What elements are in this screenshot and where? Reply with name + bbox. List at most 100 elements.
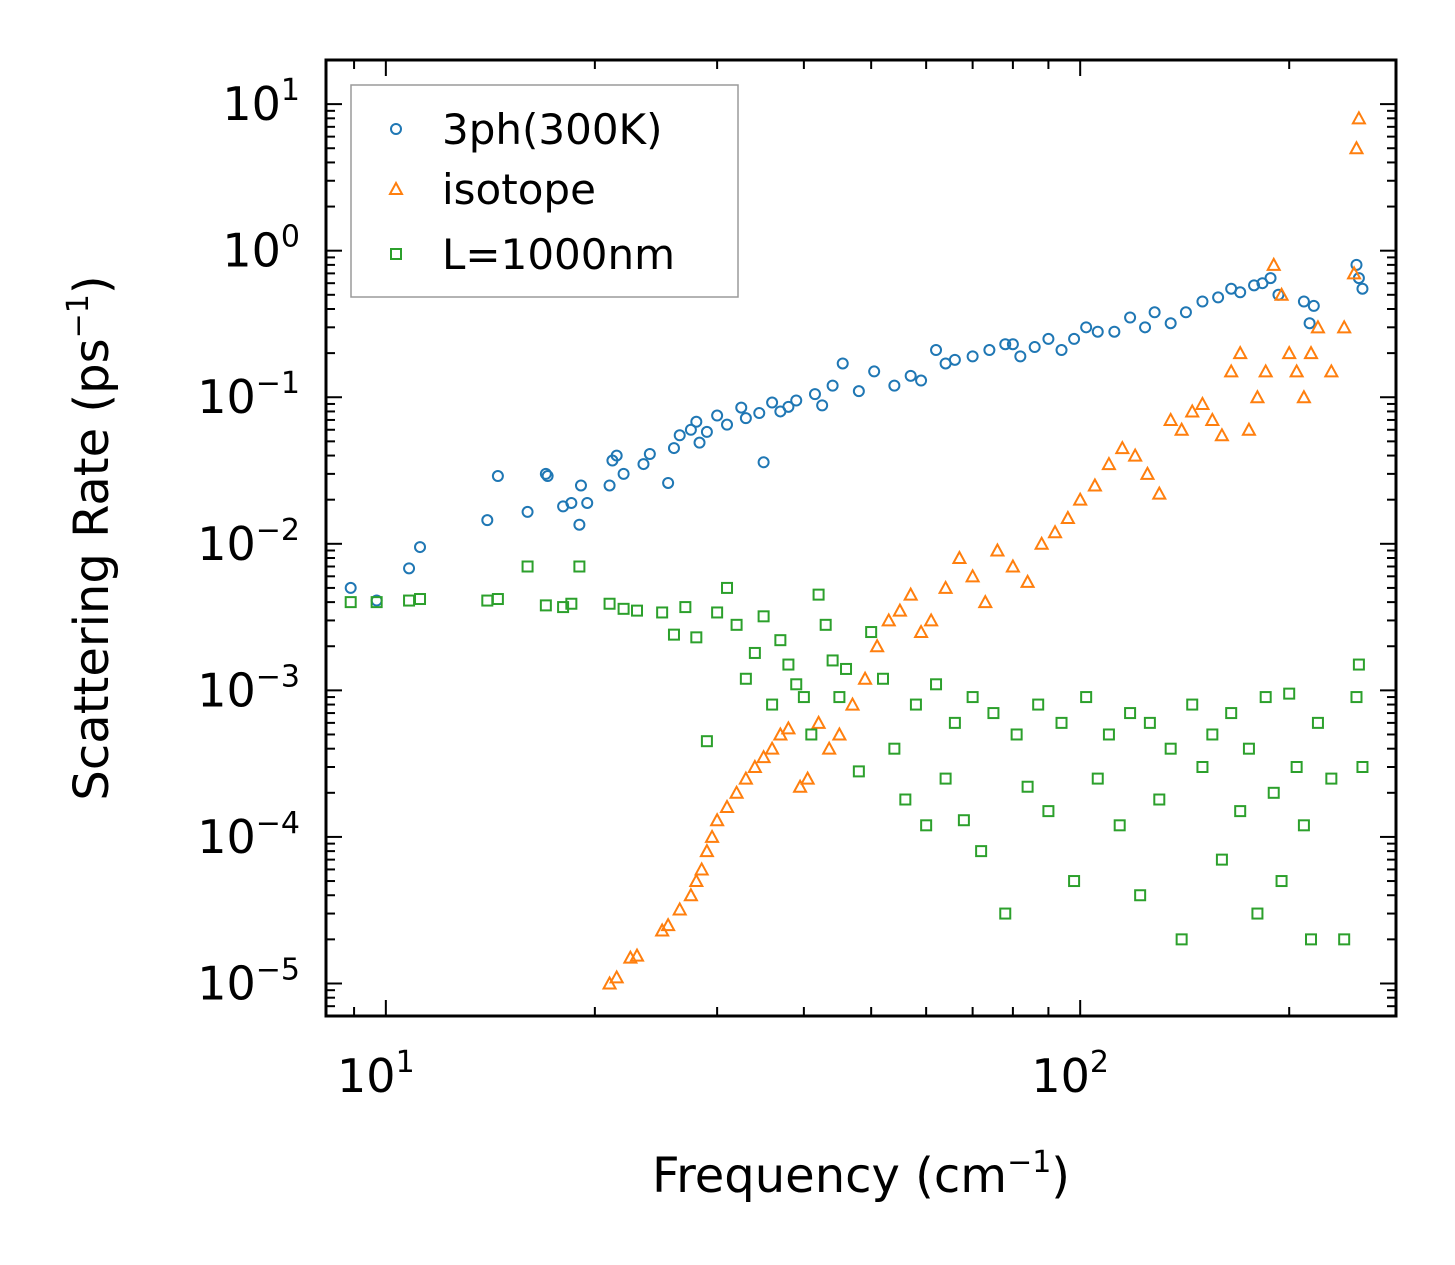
data-point <box>688 872 705 888</box>
data-point <box>1108 325 1121 338</box>
data-point <box>966 350 979 363</box>
data-point <box>1055 716 1068 729</box>
data-point <box>1175 933 1188 946</box>
data-point <box>1184 403 1200 418</box>
data-point <box>865 626 878 639</box>
data-point <box>481 514 494 527</box>
data-point <box>1151 485 1167 500</box>
legend-label-isotope: isotope <box>442 165 596 214</box>
data-point <box>1091 772 1104 785</box>
data-point <box>1060 509 1076 524</box>
data-point <box>610 449 623 462</box>
data-point <box>1042 805 1055 818</box>
data-point <box>1087 477 1103 492</box>
data-point <box>581 496 594 509</box>
data-point <box>1307 299 1320 312</box>
data-point <box>1223 363 1239 378</box>
data-point <box>1196 760 1209 773</box>
data-point <box>370 596 383 609</box>
data-point <box>819 618 832 631</box>
series-1 <box>601 110 1367 990</box>
data-point <box>812 588 825 601</box>
legend-entry-l1000nm: L=1000nm <box>390 230 675 279</box>
data-point <box>757 610 770 623</box>
data-point <box>1143 716 1156 729</box>
data-point <box>631 604 644 617</box>
data-point <box>1310 319 1326 334</box>
data-point <box>766 396 779 409</box>
data-point <box>987 707 1000 720</box>
data-point <box>667 628 680 641</box>
data-point <box>1232 345 1248 360</box>
data-point <box>888 742 901 755</box>
data-point <box>909 698 922 711</box>
data-point <box>690 415 703 428</box>
data-point <box>844 696 861 711</box>
data-point <box>637 458 650 471</box>
data-point <box>1127 447 1143 462</box>
data-point <box>728 784 745 799</box>
data-point <box>852 385 865 398</box>
y-tick-label: 10−1 <box>197 366 300 424</box>
data-point <box>1273 286 1290 301</box>
data-point <box>1102 728 1115 741</box>
data-point <box>805 728 818 741</box>
data-point <box>539 467 552 480</box>
data-point <box>888 379 901 392</box>
data-point <box>876 672 889 685</box>
data-point <box>1005 558 1021 573</box>
data-point <box>753 407 766 420</box>
data-point <box>693 436 706 449</box>
series-2 <box>344 560 1369 946</box>
data-point <box>836 357 849 370</box>
data-point <box>1215 853 1228 866</box>
data-series-layer <box>344 110 1369 990</box>
data-point <box>983 344 996 357</box>
data-point <box>700 735 713 748</box>
data-point <box>915 374 928 387</box>
data-point <box>1266 256 1282 271</box>
data-point <box>491 470 504 483</box>
data-point <box>565 496 578 509</box>
data-point <box>673 429 686 442</box>
data-point <box>1021 780 1034 793</box>
legend-entry-isotope: isotope <box>388 165 596 214</box>
data-point <box>1114 439 1131 455</box>
data-point <box>977 594 993 609</box>
data-point <box>704 828 720 843</box>
legend-label-3ph: 3ph(300K) <box>442 105 662 154</box>
data-point <box>1101 455 1117 471</box>
data-point <box>1351 110 1367 125</box>
data-point <box>816 399 829 412</box>
data-point <box>656 606 669 619</box>
data-point <box>721 418 734 431</box>
data-point <box>782 400 795 413</box>
data-point <box>643 447 656 460</box>
data-point <box>684 423 697 436</box>
data-point <box>792 778 808 793</box>
data-point <box>748 646 761 659</box>
data-point <box>1206 728 1219 741</box>
data-point <box>693 861 710 876</box>
data-point <box>868 365 881 378</box>
data-point <box>826 654 839 667</box>
data-point <box>808 388 821 401</box>
data-point <box>1080 321 1093 334</box>
data-point <box>1014 350 1027 363</box>
data-point <box>1297 295 1310 308</box>
data-point <box>1153 793 1166 806</box>
data-point <box>1032 698 1045 711</box>
data-point <box>1356 760 1369 773</box>
data-point <box>923 612 939 627</box>
data-point <box>541 470 554 483</box>
data-point <box>1346 265 1362 280</box>
data-point <box>989 542 1006 557</box>
data-point <box>1033 535 1050 550</box>
data-point <box>1242 742 1255 755</box>
data-point <box>1186 698 1199 711</box>
data-point <box>913 623 929 639</box>
data-point <box>826 379 839 392</box>
data-point <box>951 549 968 565</box>
data-point <box>790 678 803 691</box>
